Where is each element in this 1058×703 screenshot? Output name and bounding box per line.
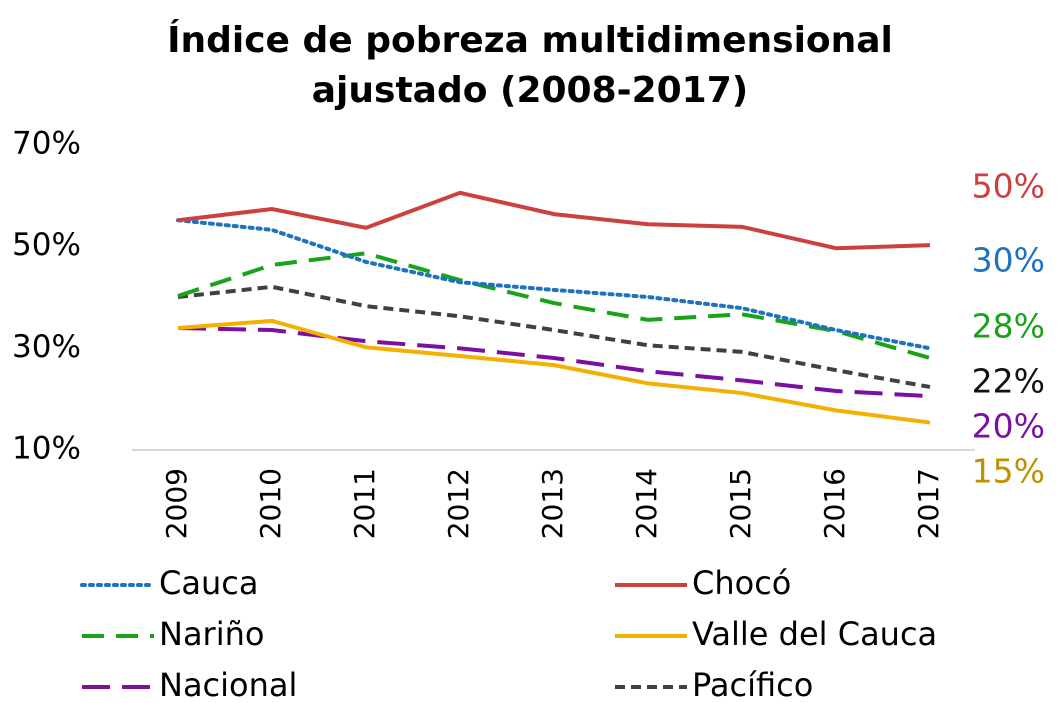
end-value-label: 22% [972, 362, 1045, 401]
x-tick-label: 2016 [818, 468, 851, 539]
legend-label: Valle del Cauca [692, 615, 937, 653]
y-tick-label: 50% [12, 227, 81, 263]
x-tick-label: 2013 [536, 468, 569, 539]
series-line [177, 251, 931, 360]
series-line [177, 190, 931, 251]
x-tick-label: 2010 [254, 468, 287, 539]
x-tick-label: 2014 [630, 468, 663, 539]
chart-title: Índice de pobreza multidimensional [167, 19, 893, 61]
y-tick-label: 10% [12, 431, 81, 467]
end-value-label: 50% [972, 167, 1045, 206]
series-line [177, 318, 931, 425]
legend-label: Cauca [159, 564, 258, 602]
x-tick-label: 2012 [442, 468, 475, 539]
chart-title: ajustado (2008-2017) [312, 70, 748, 111]
end-value-label: 20% [972, 407, 1045, 446]
x-tick-label: 2011 [348, 468, 381, 539]
y-tick-label: 30% [12, 329, 81, 365]
series-line [176, 218, 932, 351]
x-tick-label: 2015 [724, 468, 757, 539]
legend-label: Nariño [159, 615, 264, 653]
end-value-label: 28% [972, 307, 1045, 346]
end-value-label: 15% [972, 452, 1045, 491]
y-tick-label: 70% [12, 126, 81, 162]
legend-label: Pacífico [692, 666, 813, 703]
legend-label: Nacional [159, 666, 297, 703]
series-line [177, 284, 931, 389]
legend-label: Chocó [692, 564, 791, 602]
x-tick-label: 2009 [160, 468, 193, 539]
x-tick-label: 2017 [912, 468, 945, 539]
end-value-label: 30% [972, 241, 1045, 280]
series-line [177, 326, 931, 399]
